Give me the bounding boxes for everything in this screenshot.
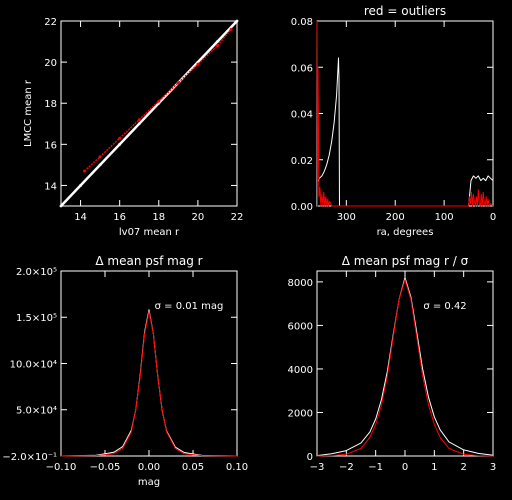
x-tick-label: 0 — [490, 212, 496, 223]
y-tick-label: 0 — [307, 452, 313, 463]
x-tick-label: 0 — [402, 462, 408, 473]
y-tick-label: 0.00 — [291, 202, 313, 213]
chart-panel-3 — [60, 270, 238, 457]
x-axis-label: ra, degrees — [377, 227, 434, 238]
x-tick-label: 3 — [490, 462, 496, 473]
y-tick-label: 0.08 — [291, 17, 313, 28]
data-point — [118, 142, 122, 146]
data-point — [216, 44, 219, 48]
data-point — [229, 27, 233, 31]
y-tick-label: 14 — [44, 181, 57, 192]
y-tick-label: 8000 — [288, 278, 313, 289]
data-point — [98, 155, 102, 159]
x-tick-label: 200 — [386, 212, 405, 223]
data-point — [83, 169, 86, 173]
x-axis-label: mag — [138, 477, 160, 488]
chart-title: Δ mean psf mag r — [95, 254, 202, 268]
y-tick-label: 5.0×10⁴ — [16, 406, 57, 417]
y-tick-label: 1.5×10⁵ — [16, 313, 57, 324]
chart-panel-2 — [316, 20, 494, 207]
x-tick-label: −1 — [368, 462, 383, 473]
x-tick-label: −3 — [310, 462, 325, 473]
x-tick-label: 0.00 — [138, 462, 160, 473]
series-line — [60, 20, 238, 207]
data-point — [137, 122, 141, 126]
y-tick-label: 18 — [44, 99, 57, 110]
x-tick-label: −0.05 — [90, 462, 121, 473]
series-line — [60, 309, 238, 457]
y-tick-label: 6000 — [288, 321, 313, 332]
data-point — [216, 40, 219, 43]
x-tick-label: 300 — [337, 212, 356, 223]
y-tick-label: 10.0×10⁴ — [10, 359, 57, 370]
data-point — [137, 118, 141, 122]
y-tick-label: 16 — [44, 140, 57, 151]
y-tick-label: 2.0×10⁵ — [16, 267, 57, 278]
y-tick-label: 2000 — [288, 408, 313, 419]
x-tick-label: 2 — [460, 462, 466, 473]
x-tick-label: −2 — [339, 462, 354, 473]
plot-frame — [60, 20, 238, 207]
chart-title: red = outliers — [364, 4, 446, 18]
y-tick-label: 0.02 — [291, 156, 313, 167]
y-tick-label: −2.0×10⁻¹ — [2, 452, 57, 463]
data-point — [235, 19, 239, 23]
x-tick-label: 20 — [192, 212, 205, 223]
y-tick-label: 0.04 — [291, 110, 313, 121]
x-tick-label: 18 — [152, 212, 165, 223]
data-point — [79, 184, 82, 187]
x-tick-label: 0.05 — [182, 462, 204, 473]
data-point — [176, 81, 180, 85]
sigma-annotation: σ = 0.42 — [423, 301, 466, 312]
chart-title: Δ mean psf mag r / σ — [342, 254, 469, 268]
x-tick-label: −0.10 — [46, 462, 77, 473]
y-tick-label: 4000 — [288, 365, 313, 376]
x-tick-label: 0.10 — [226, 462, 248, 473]
y-axis-label: LMCC mean r — [23, 79, 34, 147]
y-tick-label: 22 — [44, 17, 57, 28]
series-line — [316, 277, 494, 457]
x-axis-label: lv07 mean r — [119, 227, 180, 238]
series-line — [316, 20, 494, 207]
x-tick-label: 1 — [431, 462, 437, 473]
x-tick-label: 22 — [231, 212, 244, 223]
series-line — [316, 279, 494, 457]
data-point — [98, 163, 102, 167]
x-tick-label: 16 — [113, 212, 126, 223]
y-tick-label: 0.06 — [291, 63, 313, 74]
data-point — [157, 99, 161, 103]
chart-panel-4 — [316, 270, 494, 457]
chart-panel-1 — [59, 19, 239, 208]
sigma-annotation: σ = 0.01 mag — [155, 301, 224, 312]
x-tick-label: 14 — [74, 212, 87, 223]
data-point — [118, 136, 122, 140]
series-line — [60, 311, 238, 457]
y-tick-label: 20 — [44, 58, 57, 69]
data-point — [196, 62, 200, 66]
x-tick-label: 100 — [435, 212, 454, 223]
data-point — [59, 204, 63, 208]
